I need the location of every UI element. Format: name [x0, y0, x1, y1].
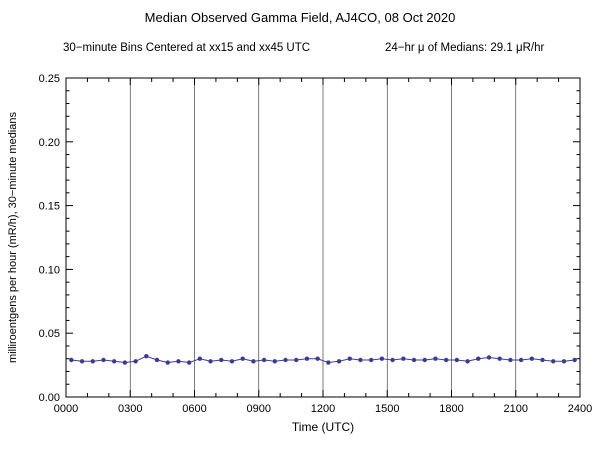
data-point-marker: [379, 356, 385, 361]
data-point-marker: [229, 359, 235, 364]
data-point-marker: [208, 359, 213, 364]
data-point-marker: [508, 357, 513, 363]
data-point-marker: [304, 356, 310, 361]
x-tick-label: 0600: [182, 403, 206, 415]
x-tick-label: 0300: [118, 403, 142, 415]
axis-ticks: [65, 77, 581, 398]
data-point-marker: [561, 359, 567, 364]
x-tick-label: 0000: [54, 403, 78, 415]
data-point-marker: [101, 357, 106, 363]
data-point-marker: [476, 356, 481, 361]
data-point-marker: [326, 360, 331, 365]
y-tick-labels: 0.00 0.05 0.10 0.15 0.20 0.25: [39, 73, 60, 404]
gridlines: [129, 78, 517, 397]
y-tick-label: 0.05: [39, 328, 60, 340]
data-point-marker: [261, 357, 267, 363]
data-point-marker: [465, 359, 470, 364]
data-point-marker: [433, 356, 438, 361]
data-point-marker: [186, 360, 192, 365]
chart-subtitle-bins: 30−minute Bins Centered at xx15 and xx45…: [63, 42, 311, 54]
x-tick-label: 1800: [439, 403, 463, 415]
y-tick-label: 0.15: [39, 201, 60, 213]
data-points: [69, 353, 577, 365]
data-point-marker: [422, 357, 427, 363]
data-point-marker: [219, 357, 224, 363]
x-axis-label: Time (UTC): [292, 420, 354, 434]
data-point-marker: [272, 359, 278, 364]
y-axis-label: milliroentgens per hour (mR/h), 30−minut…: [7, 112, 19, 363]
x-tick-label: 2400: [568, 403, 592, 415]
data-point-marker: [294, 357, 299, 363]
data-point-marker: [454, 357, 460, 363]
data-point-marker: [315, 356, 320, 361]
data-point-marker: [411, 357, 417, 363]
x-tick-label: 1500: [375, 403, 399, 415]
data-point-marker: [90, 359, 95, 364]
data-point-marker: [572, 357, 577, 363]
data-point-marker: [240, 356, 245, 361]
data-point-marker: [529, 356, 535, 361]
y-tick-label: 0.10: [39, 264, 60, 276]
data-point-marker: [122, 360, 128, 365]
y-tick-label: 0.25: [39, 73, 60, 85]
data-point-marker: [197, 356, 203, 361]
data-point-marker: [518, 357, 524, 363]
data-point-marker: [69, 357, 74, 363]
data-point-marker: [358, 357, 363, 363]
x-tick-label: 0900: [247, 403, 271, 415]
y-tick-label: 0.00: [39, 392, 60, 404]
x-tick-label: 1200: [311, 403, 335, 415]
data-point-marker: [283, 357, 288, 363]
data-point-marker: [497, 356, 502, 361]
data-point-marker: [347, 356, 352, 361]
y-tick-label: 0.20: [39, 137, 60, 149]
chart-title: Median Observed Gamma Field, AJ4CO, 08 O…: [144, 10, 456, 25]
x-tick-label: 2100: [504, 403, 528, 415]
x-tick-labels: 0000 0300 0600 0900 1200 1500 1800 2100 2400: [54, 403, 592, 415]
data-point-marker: [368, 357, 374, 363]
data-point-marker: [443, 357, 449, 363]
data-point-marker: [154, 357, 160, 363]
data-point-marker: [336, 359, 342, 364]
data-point-marker: [133, 359, 138, 364]
data-point-marker: [401, 356, 406, 361]
data-point-marker: [111, 359, 117, 364]
data-point-marker: [540, 357, 545, 363]
chart-subtitle-mean: 24−hr μ of Medians: 29.1 μR/hr: [385, 42, 545, 54]
data-point-marker: [144, 353, 149, 359]
data-point-marker: [79, 359, 85, 364]
data-point-marker: [165, 360, 170, 365]
data-point-marker: [390, 357, 395, 363]
data-point-marker: [551, 359, 556, 364]
data-point-marker: [251, 359, 256, 364]
data-point-marker: [486, 355, 492, 360]
data-point-marker: [176, 359, 181, 364]
